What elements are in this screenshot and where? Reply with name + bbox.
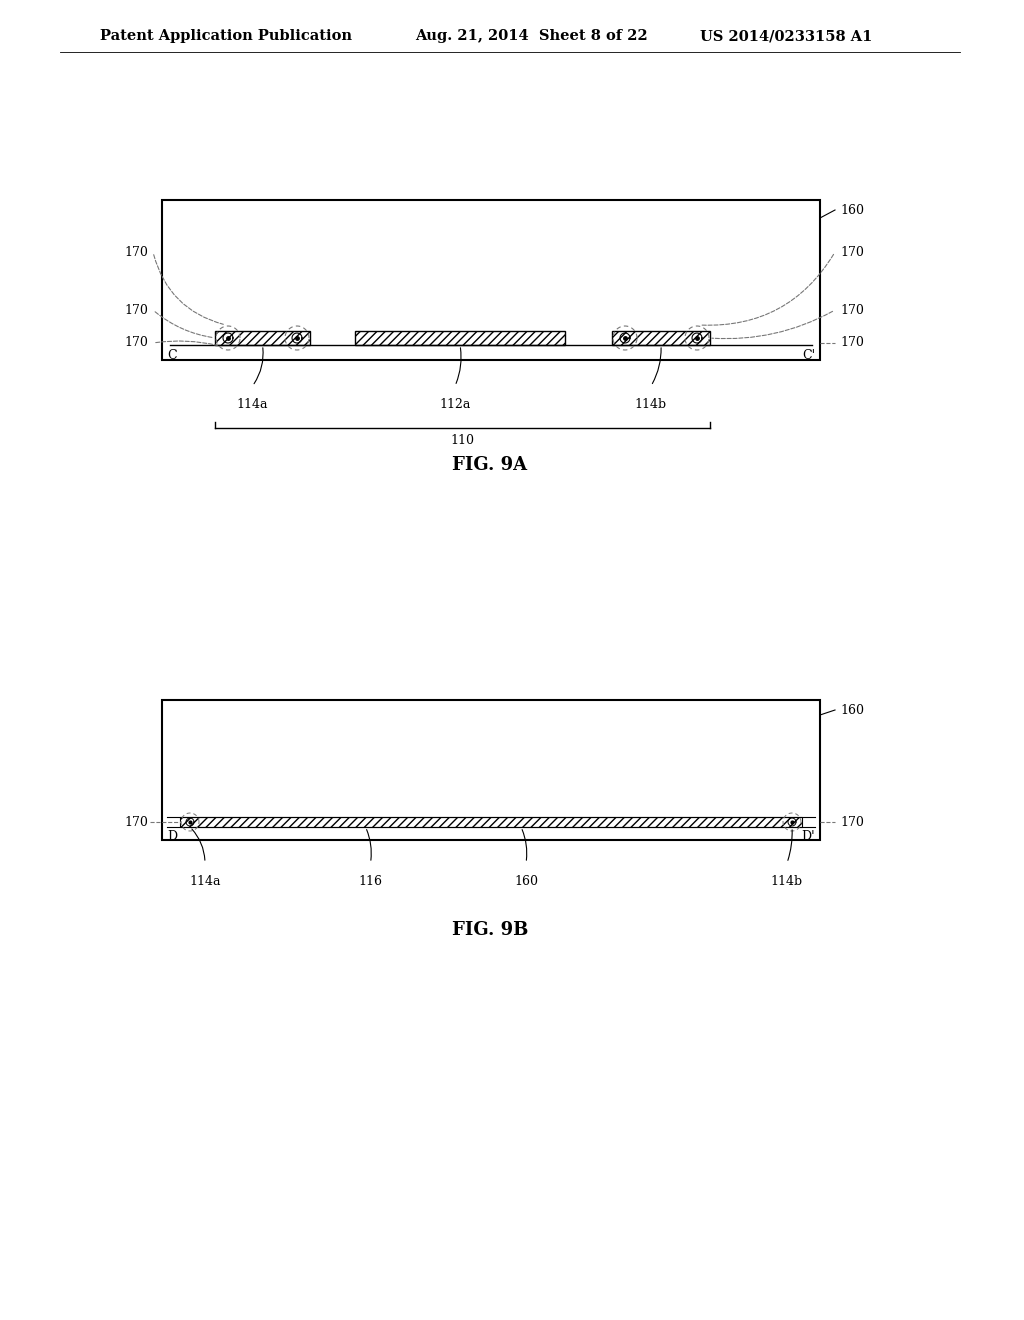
- Text: Patent Application Publication: Patent Application Publication: [100, 29, 352, 44]
- Text: D: D: [167, 830, 177, 843]
- Bar: [162, 700, 820, 840]
- Text: 170: 170: [124, 304, 148, 317]
- Text: 160: 160: [840, 704, 864, 717]
- Text: 114b: 114b: [635, 399, 667, 411]
- Text: 160: 160: [514, 875, 538, 888]
- Text: 170: 170: [840, 246, 864, 259]
- Text: 170: 170: [124, 337, 148, 350]
- Text: US 2014/0233158 A1: US 2014/0233158 A1: [700, 29, 872, 44]
- Text: 160: 160: [840, 203, 864, 216]
- Bar: [162, 201, 820, 360]
- Text: 114a: 114a: [237, 399, 268, 411]
- Text: 170: 170: [124, 246, 148, 259]
- Text: C: C: [167, 348, 176, 362]
- Text: 114b: 114b: [771, 875, 803, 888]
- Text: 110: 110: [451, 434, 474, 447]
- Bar: [180, 817, 802, 828]
- Bar: [612, 331, 710, 345]
- Text: 114a: 114a: [189, 875, 221, 888]
- Text: 112a: 112a: [439, 399, 471, 411]
- Text: 170: 170: [840, 337, 864, 350]
- Text: 170: 170: [840, 816, 864, 829]
- Text: D': D': [802, 830, 815, 843]
- Text: Aug. 21, 2014  Sheet 8 of 22: Aug. 21, 2014 Sheet 8 of 22: [415, 29, 648, 44]
- Text: FIG. 9A: FIG. 9A: [453, 455, 527, 474]
- Text: 170: 170: [124, 816, 148, 829]
- Text: C': C': [802, 348, 815, 362]
- Bar: [215, 331, 310, 345]
- Text: 116: 116: [358, 875, 383, 888]
- Text: 170: 170: [840, 304, 864, 317]
- Text: FIG. 9B: FIG. 9B: [452, 921, 528, 939]
- Bar: [355, 331, 565, 345]
